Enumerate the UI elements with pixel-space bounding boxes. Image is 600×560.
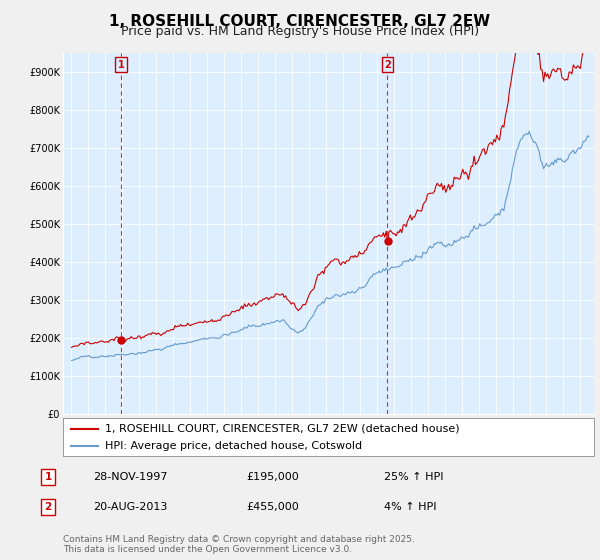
Text: 1, ROSEHILL COURT, CIRENCESTER, GL7 2EW: 1, ROSEHILL COURT, CIRENCESTER, GL7 2EW <box>109 14 491 29</box>
Text: 2: 2 <box>384 59 391 69</box>
Text: 20-AUG-2013: 20-AUG-2013 <box>93 502 167 512</box>
Text: 1, ROSEHILL COURT, CIRENCESTER, GL7 2EW (detached house): 1, ROSEHILL COURT, CIRENCESTER, GL7 2EW … <box>106 423 460 433</box>
Text: Contains HM Land Registry data © Crown copyright and database right 2025.
This d: Contains HM Land Registry data © Crown c… <box>63 535 415 554</box>
Text: 1: 1 <box>44 472 52 482</box>
Text: 28-NOV-1997: 28-NOV-1997 <box>93 472 167 482</box>
Text: £455,000: £455,000 <box>246 502 299 512</box>
Text: 25% ↑ HPI: 25% ↑ HPI <box>384 472 443 482</box>
Text: HPI: Average price, detached house, Cotswold: HPI: Average price, detached house, Cots… <box>106 441 362 451</box>
Text: £195,000: £195,000 <box>246 472 299 482</box>
Text: 4% ↑ HPI: 4% ↑ HPI <box>384 502 437 512</box>
Text: 1: 1 <box>118 59 124 69</box>
Text: Price paid vs. HM Land Registry's House Price Index (HPI): Price paid vs. HM Land Registry's House … <box>121 25 479 38</box>
Text: 2: 2 <box>44 502 52 512</box>
